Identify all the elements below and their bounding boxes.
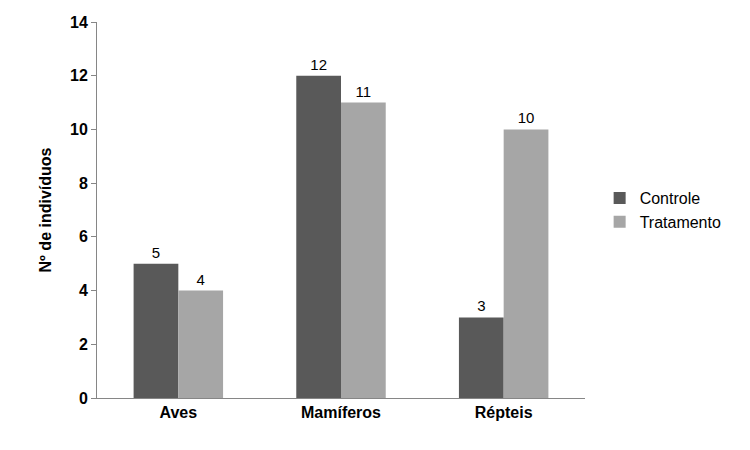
svg-text:10: 10 bbox=[518, 109, 535, 126]
svg-text:3: 3 bbox=[477, 297, 485, 314]
svg-text:Nº de indivíduos: Nº de indivíduos bbox=[37, 147, 54, 272]
svg-text:10: 10 bbox=[70, 121, 88, 138]
svg-text:12: 12 bbox=[70, 67, 88, 84]
svg-text:Controle: Controle bbox=[640, 190, 701, 207]
svg-text:6: 6 bbox=[79, 228, 88, 245]
svg-text:2: 2 bbox=[79, 336, 88, 353]
svg-text:Aves: Aves bbox=[160, 404, 198, 421]
svg-text:0: 0 bbox=[79, 390, 88, 407]
svg-text:Mamíferos: Mamíferos bbox=[301, 404, 381, 421]
svg-text:8: 8 bbox=[79, 175, 88, 192]
svg-text:12: 12 bbox=[310, 56, 327, 73]
svg-text:5: 5 bbox=[152, 244, 160, 261]
svg-text:14: 14 bbox=[70, 14, 88, 31]
svg-text:Tratamento: Tratamento bbox=[640, 214, 721, 231]
svg-text:4: 4 bbox=[79, 282, 88, 299]
svg-text:4: 4 bbox=[197, 271, 205, 288]
svg-text:11: 11 bbox=[356, 83, 372, 100]
svg-text:Répteis: Répteis bbox=[475, 404, 533, 421]
